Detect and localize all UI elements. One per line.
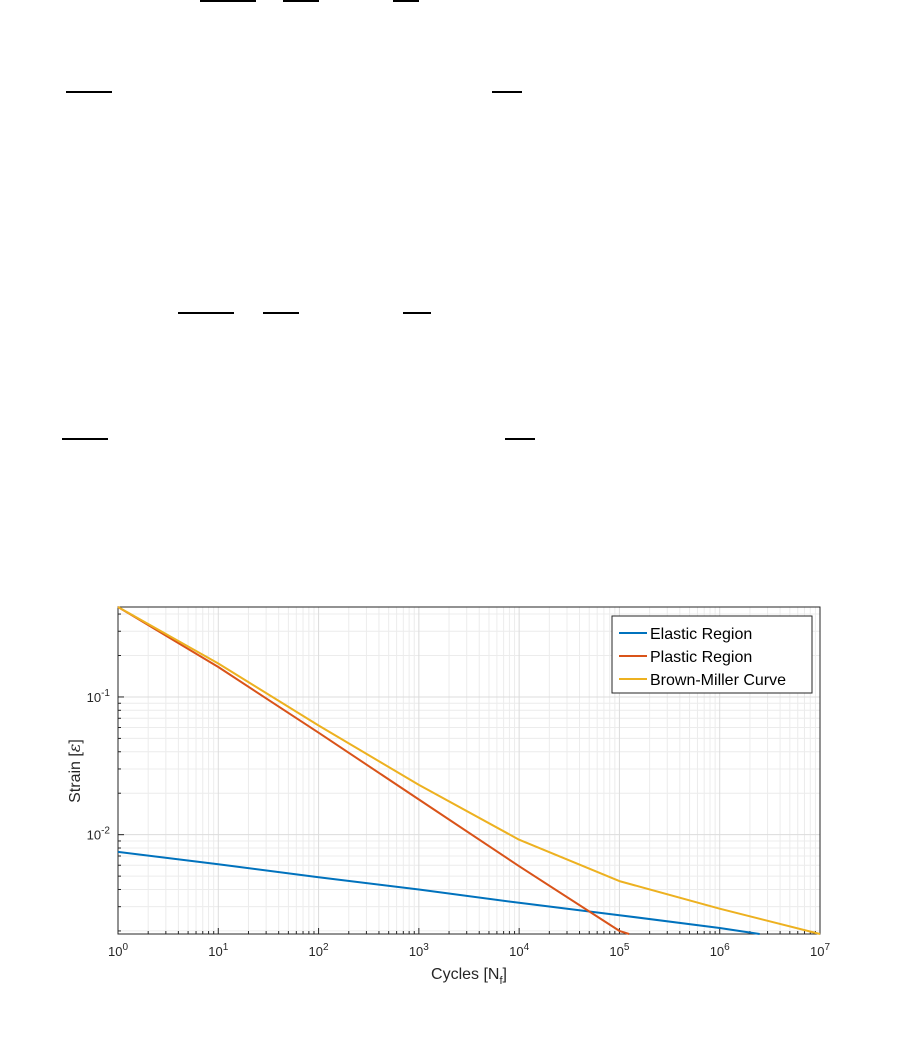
equation-fraction-bar <box>178 312 234 314</box>
legend-label-1: Elastic Region <box>650 626 752 643</box>
equation-fraction-bar <box>200 0 256 2</box>
equation-fraction-bar <box>283 0 319 2</box>
series-line-3 <box>117 606 821 935</box>
equation-fraction-bar <box>263 312 299 314</box>
x-tick-label: 102 <box>309 942 329 959</box>
legend-box <box>611 615 813 694</box>
legend-label-2: Plastic Region <box>650 649 752 666</box>
equation-fraction-bar <box>62 438 108 440</box>
equation-fraction-bar <box>403 312 431 314</box>
y-tick-label: 10-1 <box>87 688 111 705</box>
x-axis-title: Cycles [Nf] <box>431 966 507 987</box>
series-line-1 <box>117 850 760 935</box>
equation-fraction-bar <box>492 91 522 93</box>
plot-frame <box>117 606 821 935</box>
series-lines <box>117 606 821 935</box>
equation-fraction-bar <box>505 438 535 440</box>
x-tick-label: 100 <box>108 942 128 959</box>
y-tick-label: 10-2 <box>87 826 111 843</box>
series-line-2 <box>117 606 630 935</box>
legend-label-3: Brown-Miller Curve <box>650 672 786 689</box>
x-tick-labels: 100 101 102 103 104 105 106 107 <box>108 942 830 959</box>
x-tick-label: 106 <box>710 942 730 959</box>
x-tick-label: 105 <box>609 942 629 959</box>
x-tick-label: 104 <box>509 942 529 959</box>
x-tick-label: 101 <box>208 942 228 959</box>
x-tick-label: 103 <box>409 942 429 959</box>
legend: Elastic Region Plastic Region Brown-Miller… <box>611 615 813 694</box>
equation-fraction-bar <box>66 91 112 93</box>
strain-life-chart: 100 101 102 103 104 105 106 107 10-2 10-1 Cycles… <box>65 606 830 987</box>
equation-fraction-bar <box>393 0 419 2</box>
y-tick-labels: 10-2 10-1 <box>87 688 111 843</box>
y-axis-title: Strain [ε] <box>65 739 84 803</box>
x-tick-label: 107 <box>810 942 830 959</box>
minor-grid <box>118 607 820 934</box>
